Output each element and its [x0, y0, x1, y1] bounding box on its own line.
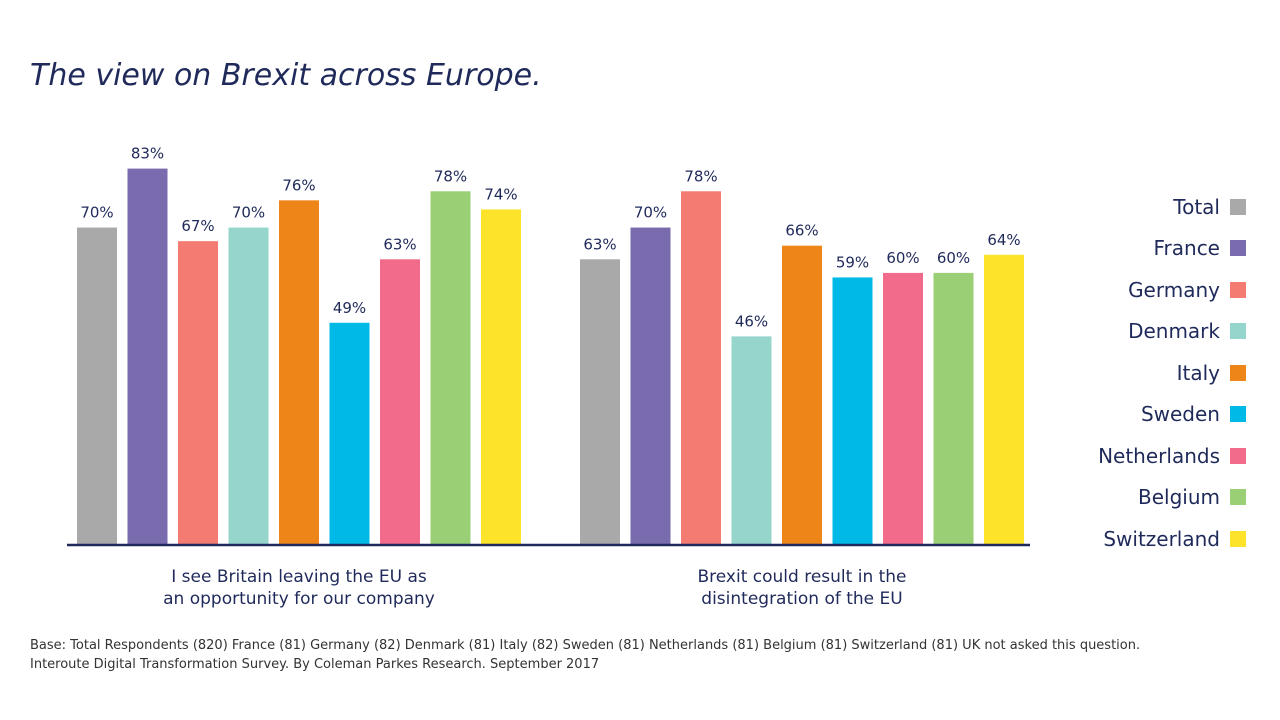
bar-total-1: [77, 227, 117, 546]
data-label-france-1: 83%: [131, 145, 164, 163]
data-label-sweden-1: 49%: [333, 299, 366, 317]
legend-swatch: [1230, 364, 1246, 381]
legend-label: Germany: [1128, 277, 1220, 302]
bar-france-2: [630, 227, 671, 546]
bar-belgium-1: [430, 191, 471, 545]
bar-belgium-2: [933, 272, 974, 545]
legend-item-france: France: [1060, 228, 1246, 270]
bar-sweden-1: [329, 322, 370, 545]
data-label-denmark-1: 70%: [232, 204, 265, 222]
bar-switzerland-2: [984, 254, 1024, 545]
bar-sweden-2: [832, 277, 873, 545]
data-label-belgium-1: 78%: [434, 167, 467, 185]
data-label-germany-2: 78%: [684, 167, 717, 185]
legend: Total France Germany Denmark Italy Sweden Neth…: [1060, 186, 1246, 560]
legend-label: Netherlands: [1098, 443, 1220, 468]
legend-label: Italy: [1176, 360, 1220, 385]
legend-swatch: [1230, 406, 1246, 423]
legend-label: France: [1153, 236, 1220, 261]
legend-item-belgium: Belgium: [1060, 477, 1246, 519]
legend-swatch: [1230, 240, 1246, 257]
bar-total-2: [580, 259, 620, 545]
bar-switzerland-1: [481, 209, 521, 545]
legend-label: Denmark: [1128, 319, 1220, 344]
data-label-netherlands-1: 63%: [383, 235, 416, 253]
bar-netherlands-1: [380, 259, 420, 545]
legend-item-netherlands: Netherlands: [1060, 435, 1246, 477]
bar-denmark-2: [731, 336, 772, 545]
legend-item-italy: Italy: [1060, 352, 1246, 394]
legend-label: Belgium: [1138, 485, 1220, 510]
category-label-2: Brexit could result in the disintegration…: [697, 567, 906, 609]
category-label-1: I see Britain leaving the EU as an opport…: [163, 567, 435, 609]
legend-swatch: [1230, 281, 1246, 298]
data-label-switzerland-1: 74%: [484, 185, 517, 203]
data-label-netherlands-2: 60%: [886, 249, 919, 267]
legend-swatch: [1230, 198, 1246, 215]
data-label-total-2: 63%: [583, 235, 616, 253]
legend-swatch: [1230, 447, 1246, 464]
legend-label: Total: [1173, 194, 1220, 219]
footnote-source: Interoute Digital Transformation Survey.…: [30, 657, 600, 672]
data-label-total-1: 70%: [80, 204, 113, 222]
bar-germany-2: [681, 191, 721, 545]
bar-denmark-1: [228, 227, 269, 546]
data-label-sweden-2: 59%: [836, 253, 869, 271]
bar-france-1: [127, 168, 168, 545]
legend-swatch: [1230, 530, 1246, 547]
bar-italy-1: [279, 200, 319, 545]
data-label-belgium-2: 60%: [937, 249, 970, 267]
legend-item-germany: Germany: [1060, 269, 1246, 311]
data-label-france-2: 70%: [634, 204, 667, 222]
bar-germany-1: [178, 241, 218, 545]
footnote-base: Base: Total Respondents (820) France (81…: [30, 638, 1141, 653]
legend-swatch: [1230, 323, 1246, 340]
chart-title: The view on Brexit across Europe.: [30, 58, 542, 93]
data-label-denmark-2: 46%: [735, 312, 768, 330]
bar-netherlands-2: [883, 272, 923, 545]
legend-label: Switzerland: [1103, 526, 1220, 551]
legend-item-total: Total: [1060, 186, 1246, 228]
data-label-germany-1: 67%: [181, 217, 214, 235]
bar-italy-2: [782, 245, 822, 545]
data-label-italy-1: 76%: [282, 176, 315, 194]
legend-swatch: [1230, 489, 1246, 506]
data-label-switzerland-2: 64%: [987, 231, 1020, 249]
legend-item-denmark: Denmark: [1060, 311, 1246, 353]
legend-item-switzerland: Switzerland: [1060, 518, 1246, 560]
legend-item-sweden: Sweden: [1060, 394, 1246, 436]
legend-label: Sweden: [1140, 402, 1220, 427]
data-label-italy-2: 66%: [785, 222, 818, 240]
